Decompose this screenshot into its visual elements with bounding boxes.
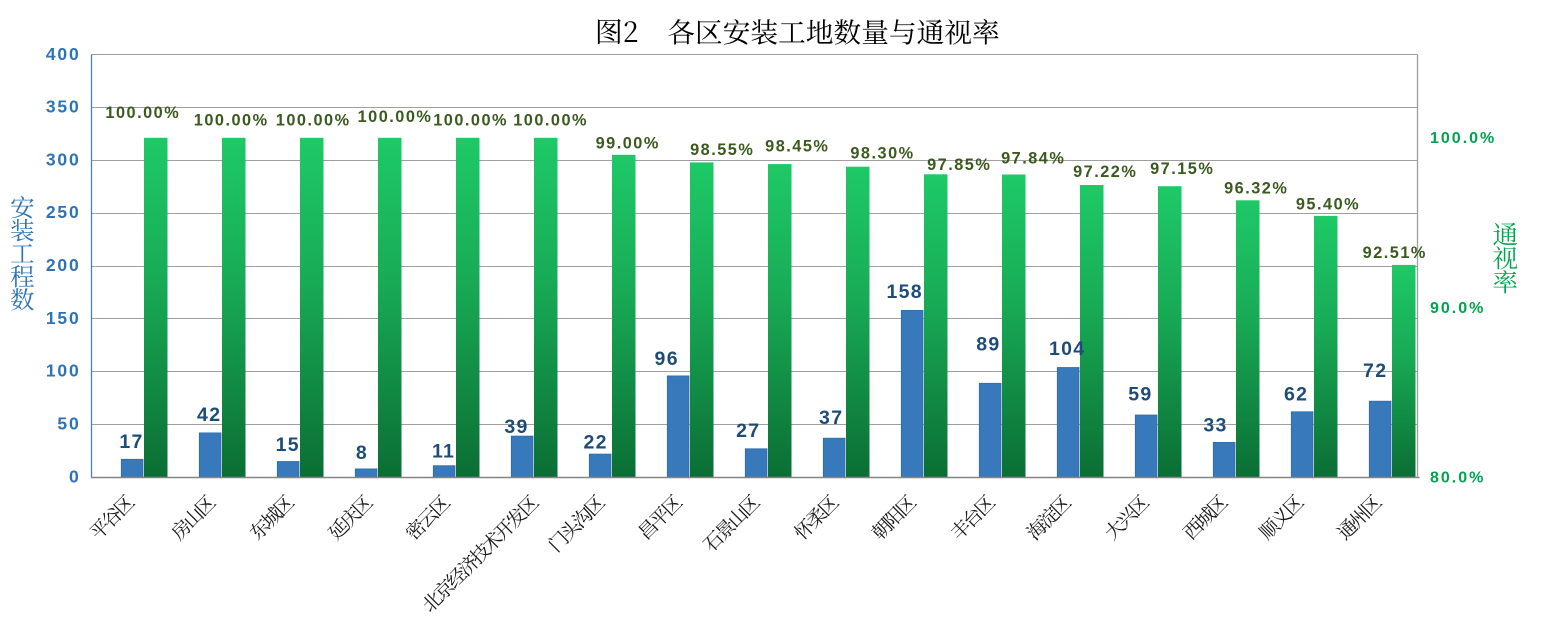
svg-text:39: 39 bbox=[504, 416, 528, 438]
svg-text:0: 0 bbox=[69, 466, 81, 486]
svg-text:11: 11 bbox=[432, 441, 455, 463]
svg-text:200: 200 bbox=[46, 255, 81, 275]
svg-text:100.0%: 100.0% bbox=[1430, 130, 1496, 147]
svg-text:100.00%: 100.00% bbox=[276, 112, 351, 130]
svg-text:400: 400 bbox=[46, 44, 81, 64]
svg-text:15: 15 bbox=[276, 434, 300, 456]
svg-text:100.00%: 100.00% bbox=[194, 112, 269, 130]
svg-text:100.00%: 100.00% bbox=[513, 112, 588, 130]
svg-text:96: 96 bbox=[655, 348, 679, 370]
svg-text:104: 104 bbox=[1049, 338, 1085, 360]
svg-text:97.85%: 97.85% bbox=[927, 156, 991, 174]
svg-text:100.00%: 100.00% bbox=[105, 104, 180, 122]
svg-text:97.84%: 97.84% bbox=[1001, 150, 1065, 168]
svg-text:100.00%: 100.00% bbox=[433, 112, 508, 130]
svg-text:62: 62 bbox=[1284, 383, 1308, 405]
svg-text:350: 350 bbox=[46, 97, 81, 117]
svg-text:97.22%: 97.22% bbox=[1073, 163, 1137, 181]
svg-text:158: 158 bbox=[886, 281, 922, 303]
svg-text:98.55%: 98.55% bbox=[690, 141, 754, 159]
svg-text:90.0%: 90.0% bbox=[1430, 300, 1485, 317]
svg-text:100: 100 bbox=[46, 361, 81, 381]
svg-text:22: 22 bbox=[583, 432, 607, 454]
svg-text:89: 89 bbox=[976, 333, 1000, 355]
svg-text:95.40%: 95.40% bbox=[1296, 196, 1360, 214]
svg-text:98.30%: 98.30% bbox=[850, 145, 914, 163]
svg-text:80.0%: 80.0% bbox=[1430, 469, 1485, 486]
svg-text:250: 250 bbox=[46, 202, 81, 222]
svg-text:59: 59 bbox=[1128, 383, 1152, 405]
svg-text:97.15%: 97.15% bbox=[1150, 160, 1214, 178]
svg-text:100.00%: 100.00% bbox=[358, 108, 433, 126]
svg-text:92.51%: 92.51% bbox=[1363, 244, 1427, 262]
svg-text:37: 37 bbox=[819, 407, 843, 429]
svg-text:300: 300 bbox=[46, 149, 81, 169]
svg-text:27: 27 bbox=[736, 420, 760, 442]
svg-text:96.32%: 96.32% bbox=[1224, 179, 1288, 197]
svg-text:99.00%: 99.00% bbox=[596, 135, 660, 153]
svg-text:17: 17 bbox=[119, 431, 143, 453]
svg-text:98.45%: 98.45% bbox=[765, 137, 829, 155]
svg-text:72: 72 bbox=[1363, 360, 1387, 382]
svg-text:42: 42 bbox=[197, 404, 221, 426]
svg-text:50: 50 bbox=[57, 414, 80, 434]
svg-text:8: 8 bbox=[356, 442, 368, 464]
svg-text:150: 150 bbox=[46, 308, 81, 328]
svg-text:33: 33 bbox=[1203, 415, 1227, 437]
